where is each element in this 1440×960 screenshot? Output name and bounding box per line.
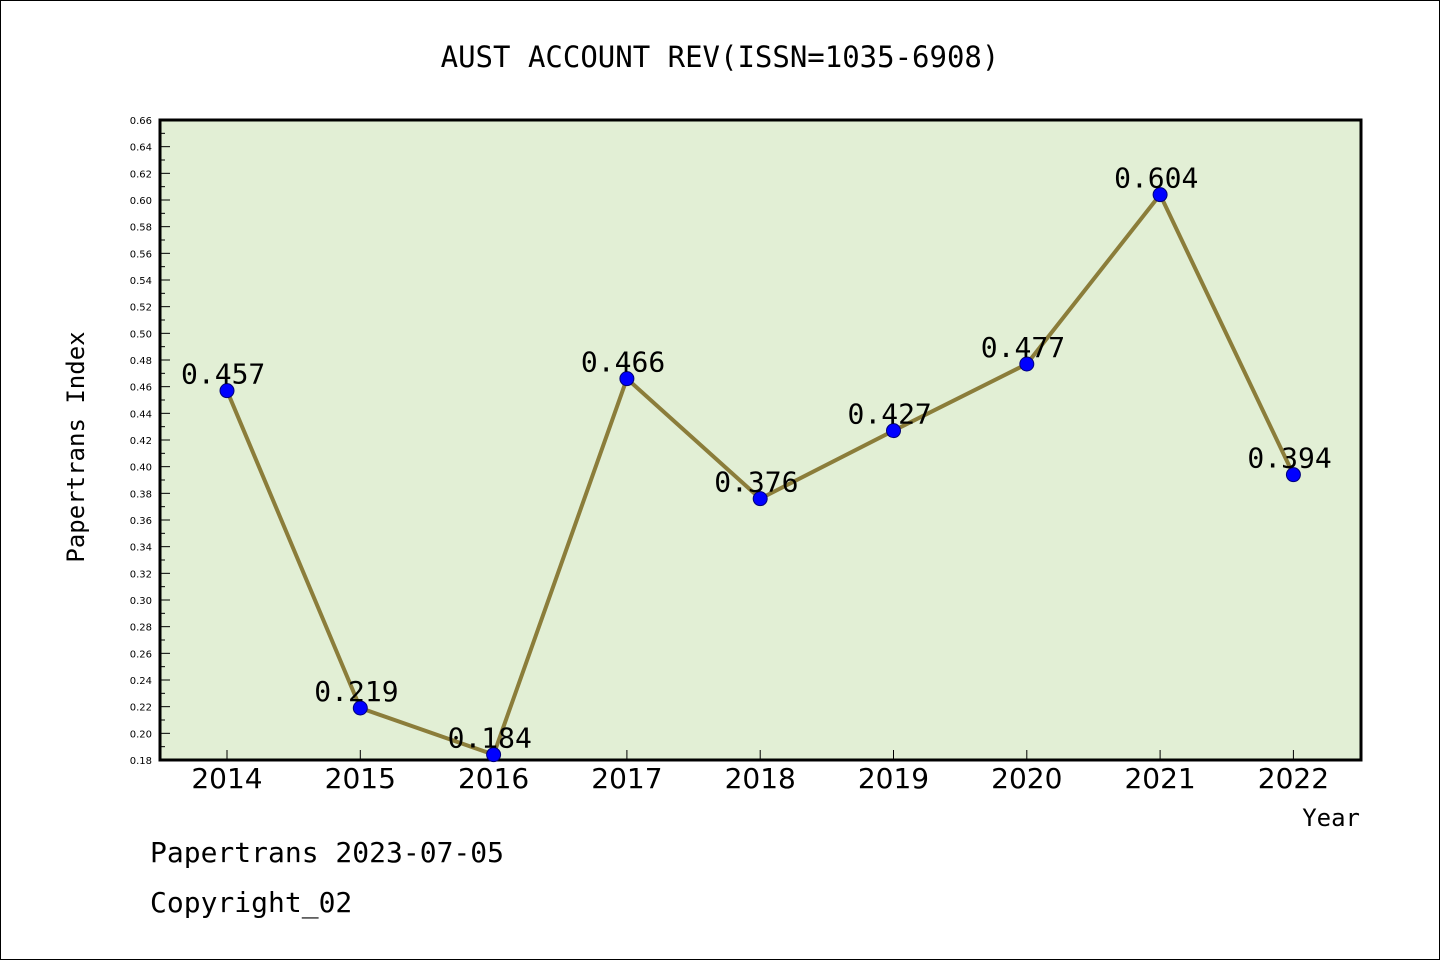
y-tick-label: 0.50	[130, 329, 152, 340]
plot-area	[158, 118, 1363, 762]
data-label: 0.219	[314, 675, 398, 708]
y-tick-label: 0.22	[130, 703, 152, 714]
data-label: 0.394	[1247, 442, 1331, 475]
y-tick-label: 0.44	[130, 409, 152, 420]
y-tick-label: 0.36	[130, 516, 152, 527]
data-label: 0.466	[581, 346, 665, 379]
data-label: 0.477	[981, 331, 1065, 364]
x-tick-label: 2014	[191, 762, 262, 795]
series-line-group	[219, 187, 1301, 763]
y-axis: 0.18 0.20 0.22 0.24 0.26 0.28 0.30 0.32 0.34 0.36…	[130, 116, 170, 767]
x-axis-label: Year	[1302, 804, 1360, 832]
x-axis: 2014 2015 2016 2017 2018 2019 2020 2021 2022	[191, 750, 1329, 795]
x-tick-label: 2022	[1258, 762, 1329, 795]
data-point	[1019, 356, 1035, 372]
data-label: 0.427	[848, 398, 932, 431]
x-tick-label: 2019	[858, 762, 929, 795]
x-tick-label: 2017	[591, 762, 662, 795]
x-tick-label: 2021	[1124, 762, 1195, 795]
y-tick-label: 0.34	[130, 543, 152, 554]
data-label: 0.457	[181, 358, 265, 391]
x-tick-label: 2020	[991, 762, 1062, 795]
data-label: 0.184	[448, 722, 532, 755]
data-point	[352, 700, 368, 716]
x-tick-label: 2016	[458, 762, 529, 795]
y-tick-label: 0.26	[130, 649, 152, 660]
y-tick-label: 0.24	[130, 676, 152, 687]
footer-date: Papertrans 2023-07-05	[150, 836, 505, 869]
data-label-group: 0.457 0.219 0.184 0.466 0.376 0.427 0.477 0.604…	[181, 162, 1332, 755]
y-tick-label: 0.56	[130, 249, 152, 260]
data-label: 0.604	[1114, 162, 1198, 195]
y-tick-label: 0.48	[130, 356, 152, 367]
chart-title: AUST ACCOUNT REV(ISSN=1035-6908)	[441, 40, 1000, 74]
y-tick-label: 0.64	[130, 143, 152, 154]
y-tick-label: 0.42	[130, 436, 152, 447]
y-tick-label: 0.52	[130, 303, 152, 314]
y-axis-label: Papertrans Index	[62, 331, 90, 562]
data-point	[486, 747, 502, 763]
data-point	[886, 423, 901, 439]
y-tick-label: 0.38	[130, 489, 152, 500]
x-tick-label: 2015	[325, 762, 396, 795]
data-point	[1152, 187, 1168, 203]
y-tick-label: 0.60	[130, 196, 152, 207]
data-label: 0.376	[714, 466, 798, 499]
footer-copyright: Copyright_02	[150, 886, 353, 919]
y-tick-label: 0.28	[130, 623, 152, 634]
data-point	[752, 491, 768, 507]
y-tick-label: 0.62	[130, 169, 152, 180]
y-tick-label: 0.66	[130, 116, 152, 127]
y-tick-label: 0.40	[130, 463, 152, 474]
y-tick-label: 0.54	[130, 276, 152, 287]
y-tick-label: 0.30	[130, 596, 152, 607]
x-tick-label: 2018	[725, 762, 796, 795]
y-tick-label: 0.32	[130, 569, 152, 580]
data-point	[1285, 467, 1301, 483]
data-point	[619, 371, 635, 387]
y-tick-label: 0.18	[130, 756, 152, 767]
y-tick-label: 0.58	[130, 223, 152, 234]
y-tick-label: 0.46	[130, 383, 152, 394]
data-point	[219, 383, 235, 399]
y-tick-label: 0.20	[130, 729, 152, 740]
